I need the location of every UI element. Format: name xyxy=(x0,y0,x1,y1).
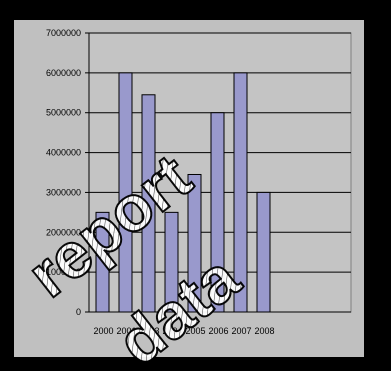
bars xyxy=(95,72,271,313)
x-tick-label-2004: 2004 xyxy=(162,326,182,336)
y-tick-label-1: 1000000 xyxy=(46,267,81,277)
y-tick-label-2: 2000000 xyxy=(46,227,81,237)
y-tick-label-5: 5000000 xyxy=(46,108,81,118)
x-tick-label-2001: 2001 xyxy=(116,326,136,336)
y-tick-label-7: 7000000 xyxy=(46,28,81,38)
x-tick-label-2000: 2000 xyxy=(93,326,113,336)
y-tick-label-3: 3000000 xyxy=(46,187,81,197)
bar-2007 xyxy=(233,72,248,313)
x-tick-label-2006: 2006 xyxy=(208,326,228,336)
x-tick-label-2005: 2005 xyxy=(185,326,205,336)
y-tick-label-4: 4000000 xyxy=(46,148,81,158)
y-tick-label-0: 0 xyxy=(76,307,81,317)
y-tick-label-6: 6000000 xyxy=(46,68,81,78)
x-tick-labels: 2000 2001 2003 2004 2005 2006 2007 2008 xyxy=(93,326,274,336)
x-tick-label-2007: 2007 xyxy=(231,326,251,336)
y-tick-labels: 0 1000000 2000000 3000000 4000000 5000000 6000… xyxy=(46,28,81,317)
bar-2008 xyxy=(256,191,271,313)
x-tick-label-2003: 2003 xyxy=(139,326,159,336)
y-tick-marks xyxy=(85,32,89,313)
x-tick-label-2008: 2008 xyxy=(254,326,274,336)
